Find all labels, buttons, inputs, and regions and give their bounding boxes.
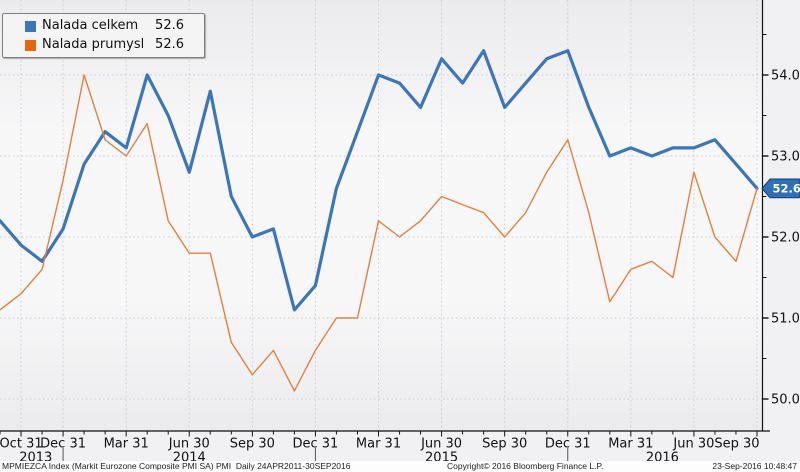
footer-bar: MPMIEZCA Index (Markit Eurozone Composit… <box>0 461 800 472</box>
x-axis-tick-label: Dec 31 <box>40 437 86 452</box>
x-axis-tick-label: Mar 31 <box>356 437 401 452</box>
legend-label: Nalada celkem <box>42 18 139 33</box>
x-axis-tick-label: Sep 30 <box>482 437 527 452</box>
timestamp: 23-Sep-2016 10:48:47 <box>712 461 797 471</box>
year-label: 2015 <box>425 451 458 463</box>
series-line-nalada-prumysl <box>0 74 758 392</box>
y-axis-label: 52.0 <box>771 231 800 246</box>
x-axis-tick-label: Dec 31 <box>292 437 338 452</box>
x-axis-tick-label: Mar 31 <box>608 437 653 452</box>
x-axis-tick-label: Jun 30 <box>672 437 714 452</box>
legend-item-nalada-prumysl[interactable]: Nalada prumysl 52.6 <box>25 36 184 54</box>
last-price-tag <box>761 178 800 199</box>
y-axis-label: 54.0 <box>771 69 800 84</box>
legend-value: 52.6 <box>155 37 184 52</box>
x-axis-tick-label: Oct 31 <box>0 437 43 452</box>
y-axis-label: 53.0 <box>771 150 800 165</box>
x-axis-tick-label: Sep 30 <box>230 437 275 452</box>
x-axis-tick-label: Dec 31 <box>545 437 591 452</box>
y-axis-label: 51.0 <box>771 312 800 327</box>
series-line-nalada-celkem <box>0 49 759 312</box>
legend-label: Nalada prumysl <box>42 37 145 52</box>
copyright-text: Copyright© 2016 Bloomberg Finance L.P. <box>447 461 604 471</box>
x-axis-tick-label: Jun 30 <box>168 437 210 452</box>
x-axis-tick-label: Sep 30 <box>714 437 759 452</box>
plot-area[interactable] <box>0 0 763 431</box>
series-swatch-orange-icon <box>25 39 36 51</box>
year-label: 2014 <box>173 451 206 463</box>
legend-value: 52.6 <box>155 18 184 33</box>
year-label: 2016 <box>646 451 679 463</box>
x-axis-tick-label: Jun 30 <box>420 437 462 452</box>
series-swatch-blue-icon <box>25 20 36 32</box>
x-axis-tick-label: Mar 31 <box>104 437 149 452</box>
year-label: 2013 <box>19 451 52 463</box>
legend-item-nalada-celkem[interactable]: Nalada celkem 52.6 <box>25 17 184 35</box>
last-price-tag-value: 52.6 <box>773 182 800 196</box>
y-axis-label: 50.0 <box>771 393 800 408</box>
legend-box[interactable]: Nalada celkem 52.6 Nalada prumysl 52.6 <box>2 13 205 58</box>
security-description: MPMIEZCA Index (Markit Eurozone Composit… <box>2 461 351 471</box>
